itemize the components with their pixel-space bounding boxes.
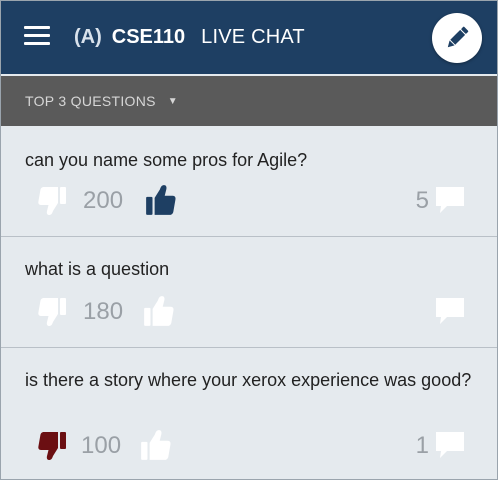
comment-button[interactable] [435, 431, 465, 466]
question-text: is there a story where your xerox experi… [25, 370, 472, 390]
downvote-button[interactable] [37, 430, 67, 467]
section-label: (A) [74, 26, 102, 48]
downvote-button[interactable] [37, 185, 67, 222]
caret-down-icon: ▼ [167, 95, 178, 107]
comment-count: 5 [415, 187, 429, 214]
app-header: (A) CSE110 LIVE CHAT [1, 1, 497, 74]
comment-button[interactable] [435, 297, 465, 332]
thumbs-down-icon [38, 187, 66, 215]
thumbs-down-icon [38, 432, 66, 460]
thumbs-up-icon [144, 296, 174, 326]
thumbs-up-icon [141, 430, 171, 460]
question-item: can you name some pros for Agile? 200 5 [1, 127, 497, 237]
comment-button[interactable] [435, 186, 465, 221]
filter-label: TOP 3 QUESTIONS [25, 93, 156, 109]
filter-dropdown[interactable]: TOP 3 QUESTIONS ▼ [1, 76, 497, 126]
compose-button[interactable] [432, 13, 482, 63]
upvote-button[interactable] [140, 428, 172, 467]
upvote-button[interactable] [143, 294, 175, 333]
chat-label: LIVE CHAT [201, 26, 305, 48]
course-label: CSE110 [111, 26, 186, 48]
thumbs-up-icon [146, 185, 176, 215]
score-value: 100 [81, 432, 122, 459]
question-text: what is a question [25, 259, 170, 279]
question-text: can you name some pros for Agile? [25, 150, 308, 170]
comment-count: 1 [415, 432, 429, 459]
speech-bubble-icon [436, 298, 464, 324]
vote-row: 180 [1, 292, 497, 332]
page-title: (A) CSE110 LIVE CHAT [74, 1, 305, 74]
vote-row: 100 1 [1, 426, 497, 466]
score-value: 200 [83, 187, 124, 214]
downvote-button[interactable] [37, 296, 67, 333]
speech-bubble-icon [436, 432, 464, 458]
pencil-icon [447, 26, 469, 48]
question-item: what is a question 180 [1, 238, 497, 348]
vote-row: 200 5 [1, 181, 497, 221]
thumbs-down-icon [38, 298, 66, 326]
score-value: 180 [83, 298, 124, 325]
menu-icon[interactable] [24, 25, 50, 47]
question-item: is there a story where your xerox experi… [1, 349, 497, 479]
speech-bubble-icon [436, 187, 464, 213]
upvote-button[interactable] [145, 183, 177, 222]
